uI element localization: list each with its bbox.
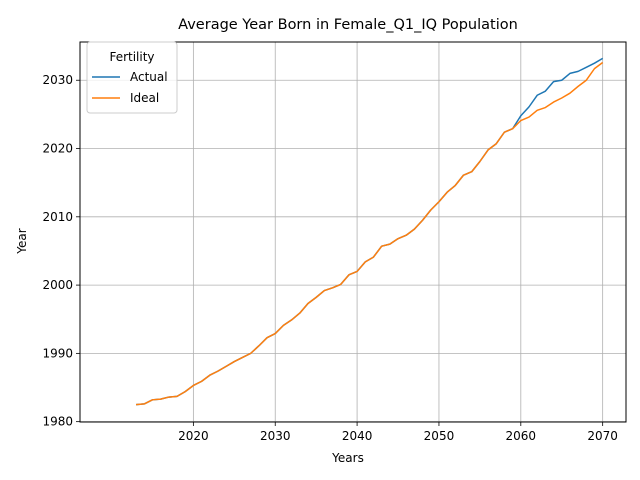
legend-label-ideal: Ideal	[130, 91, 159, 105]
y-tick-label: 2010	[42, 210, 73, 224]
legend-title: Fertility	[109, 50, 154, 64]
x-axis-label: Years	[331, 451, 364, 465]
x-axis-ticks: 2020 2030 2040 2050 2060 2070	[178, 422, 618, 443]
legend-box	[86, 41, 178, 114]
y-tick-label: 2000	[42, 278, 73, 292]
x-tick-label: 2020	[178, 429, 209, 443]
series-line-ideal	[136, 61, 604, 406]
x-tick-label: 2060	[506, 429, 537, 443]
x-tick-label: 2040	[342, 429, 373, 443]
y-tick-label: 2030	[42, 73, 73, 87]
chart-title: Average Year Born in Female_Q1_IQ Popula…	[178, 17, 518, 33]
x-tick-label: 2050	[424, 429, 455, 443]
y-tick-label: 1990	[42, 346, 73, 360]
y-axis-ticks: 1980 1990 2000 2010 2020 2030	[42, 73, 80, 429]
y-tick-label: 2020	[42, 142, 73, 156]
y-axis-label: Year	[15, 228, 29, 254]
x-tick-label: 2070	[587, 429, 618, 443]
y-tick-label: 1980	[42, 415, 73, 429]
plot-frame	[79, 41, 627, 423]
x-tick-label: 2030	[260, 429, 291, 443]
legend-label-actual: Actual	[130, 70, 168, 84]
legend: Fertility Actual Ideal	[86, 41, 178, 114]
series-lines	[136, 57, 604, 406]
series-line-actual	[136, 57, 604, 406]
